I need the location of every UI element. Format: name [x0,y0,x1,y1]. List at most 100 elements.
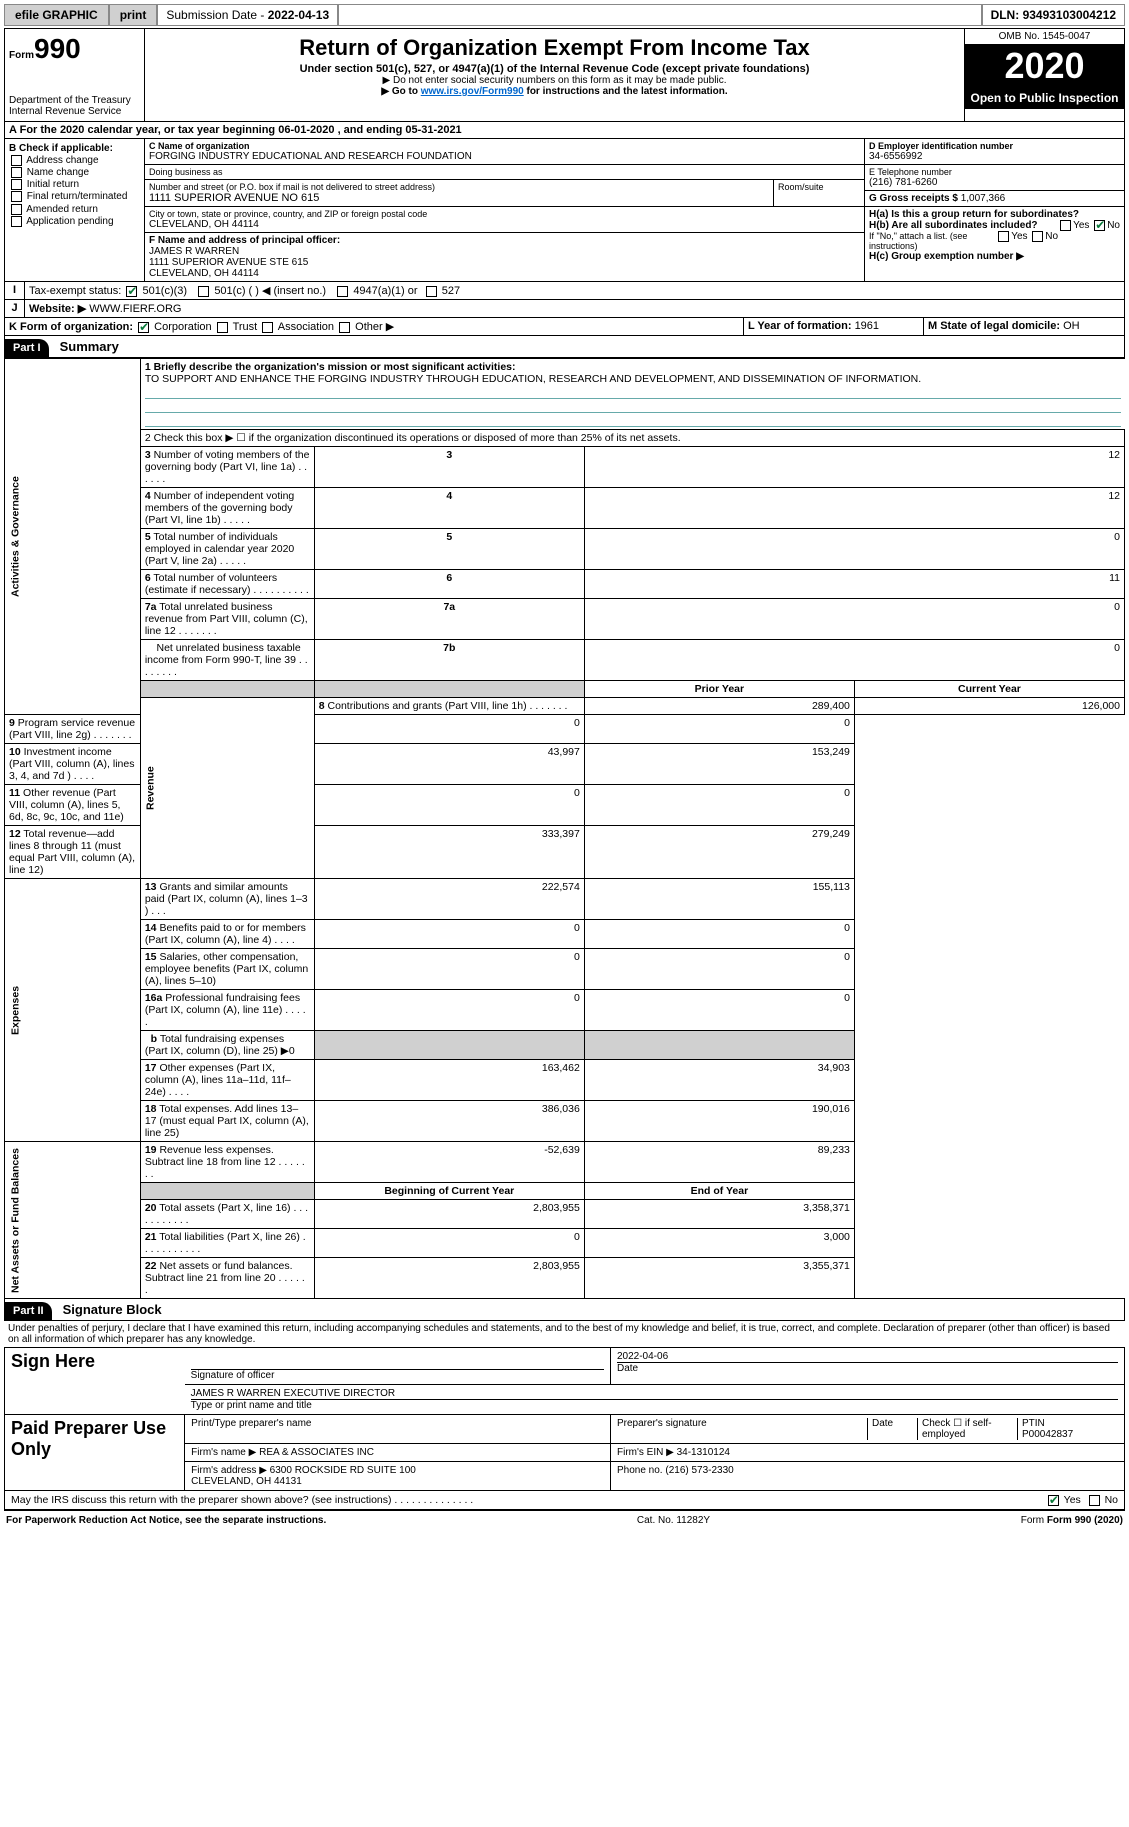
check-assoc[interactable] [262,322,273,333]
gov-row-3: 3 Number of voting members of the govern… [5,447,1125,488]
form-number: Form990 [9,33,140,65]
dln-value: 93493103004212 [1023,8,1116,22]
open-to-public: Open to Public Inspection [965,87,1124,109]
e-label: E Telephone number [869,167,1120,177]
org-name-cell: C Name of organization FORGING INDUSTRY … [145,139,864,165]
exp-19: 19 Revenue less expenses. Subtract line … [140,1142,314,1183]
net-20: 20 Total assets (Part X, line 16) . . . … [140,1200,314,1229]
form-subtitle: Under section 501(c), 527, or 4947(a)(1)… [149,63,960,75]
col-b-checks: B Check if applicable: Address change Na… [5,139,145,281]
dln-label: DLN: [991,8,1023,22]
topbar: efile GRAPHIC print Submission Date - 20… [4,4,1125,26]
sig-officer-label: Signature of officer [191,1369,604,1381]
col-c-mid: C Name of organization FORGING INDUSTRY … [145,139,864,281]
period-mid: , and ending [338,124,406,136]
check-amended[interactable]: Amended return [9,204,140,215]
check-application-pending[interactable]: Application pending [9,216,140,227]
period-a-label: A [9,124,17,136]
website-label: Website: ▶ [29,303,86,315]
hb-no-check[interactable] [1032,231,1043,242]
discuss-yes-check[interactable] [1048,1495,1059,1506]
discuss-row: May the IRS discuss this return with the… [4,1491,1125,1510]
summary-table: Activities & Governance 1 Briefly descri… [4,358,1125,1299]
firm-phone-cell: Phone no. (216) 573-2330 [610,1462,1124,1491]
ein-value: 34-6556992 [869,151,1120,162]
sig-officer-cell: Signature of officer [185,1348,611,1385]
tax-year: 2020 [965,45,1124,87]
exp-16b: b Total fundraising expenses (Part IX, c… [140,1031,314,1060]
gov-row-7a: 7a Total unrelated business revenue from… [5,599,1125,640]
gov-row-4: 4 Number of independent voting members o… [5,488,1125,529]
print-button[interactable]: print [109,4,158,26]
check-address-change[interactable]: Address change [9,155,140,166]
phone-cell: E Telephone number (216) 781-6260 [865,165,1124,191]
discuss-text: May the IRS discuss this return with the… [11,1494,473,1506]
name-title-label: Type or print name and title [191,1399,1118,1411]
check-4947[interactable] [337,286,348,297]
check-527[interactable] [426,286,437,297]
dba-label: Doing business as [149,167,860,177]
room-label: Room/suite [778,182,860,192]
perjury-text: Under penalties of perjury, I declare th… [4,1321,1125,1347]
header-right: OMB No. 1545-0047 2020 Open to Public In… [964,29,1124,121]
check-corp[interactable] [138,322,149,333]
hb-label: H(b) Are all subordinates included? [869,220,1038,231]
city-label: City or town, state or province, country… [149,209,860,219]
dba-cell: Doing business as [145,165,864,180]
header-begin-end: Beginning of Current YearEnd of Year [5,1183,1125,1200]
hb-yes-check[interactable] [998,231,1009,242]
irs-link[interactable]: www.irs.gov/Form990 [421,86,524,97]
part1-title: Summary [52,336,127,357]
check-501c3[interactable] [126,286,137,297]
group-revenue: Revenue [140,698,314,879]
check-501c[interactable] [198,286,209,297]
addr-value: 1111 SUPERIOR AVENUE NO 615 [149,192,769,204]
line2-cell: 2 Check this box ▶ ☐ if the organization… [140,430,1124,447]
k-label: K Form of organization: [9,321,133,333]
check-name-change[interactable]: Name change [9,167,140,178]
check-initial-return[interactable]: Initial return [9,179,140,190]
name-title-value: JAMES R WARREN EXECUTIVE DIRECTOR [191,1388,1118,1399]
self-employed-check[interactable]: Check ☐ if self-employed [918,1418,1018,1440]
form-header: Form990 Department of the Treasury Inter… [4,28,1125,122]
prep-sig-date-cell: Preparer's signature Date Check ☐ if sel… [610,1415,1124,1444]
rev-12: 12 Total revenue—add lines 8 through 11 … [5,826,141,879]
form-prefix: Form [9,50,34,61]
c-label: C Name of organization [149,141,860,151]
header-prior-current: Prior YearCurrent Year [5,681,1125,698]
prep-date-label: Date [868,1418,918,1440]
omb-number: OMB No. 1545-0047 [965,29,1124,45]
phone-value: (216) 781-6260 [869,177,1120,188]
mission-rule-3 [145,413,1121,427]
city-value: CLEVELAND, OH 44114 [149,219,860,230]
group-governance: Activities & Governance [5,359,141,715]
period-end: 05-31-2021 [405,124,461,136]
dept-treasury: Department of the Treasury Internal Reve… [9,95,140,117]
addr-cell: Number and street (or P.O. box if mail i… [145,180,774,206]
check-final-return[interactable]: Final return/terminated [9,191,140,202]
hc-label: H(c) Group exemption number ▶ [869,251,1120,262]
prep-name-label: Print/Type preparer's name [185,1415,611,1444]
ha-label: H(a) Is this a group return for subordin… [869,209,1079,220]
m-label: M State of legal domicile: [928,320,1063,332]
ha-yes-check[interactable] [1060,220,1071,231]
d-label: D Employer identification number [869,141,1120,151]
line1-label: 1 Briefly describe the organization's mi… [145,361,1121,373]
ha-no-check[interactable] [1094,220,1105,231]
firm-name-cell: Firm's name ▶ REA & ASSOCIATES INC [185,1444,611,1462]
part2-title: Signature Block [55,1299,170,1320]
gov-row-6: 6 Total number of volunteers (estimate i… [5,570,1125,599]
check-other[interactable] [339,322,350,333]
exp-16a: 16a Professional fundraising fees (Part … [140,990,314,1031]
room-cell: Room/suite [774,180,864,206]
firm-addr-cell: Firm's address ▶ 6300 ROCKSIDE RD SUITE … [185,1462,611,1491]
efile-button[interactable]: efile GRAPHIC [4,4,109,26]
prep-sig-label: Preparer's signature [617,1418,868,1440]
footer: For Paperwork Reduction Act Notice, see … [4,1510,1125,1530]
group-net: Net Assets or Fund Balances [5,1142,141,1299]
check-trust[interactable] [217,322,228,333]
footer-form: Form Form 990 (2020) [1021,1515,1123,1526]
part2-badge: Part II [5,1302,52,1320]
discuss-no-check[interactable] [1089,1495,1100,1506]
gov-row-5: 5 Total number of individuals employed i… [5,529,1125,570]
